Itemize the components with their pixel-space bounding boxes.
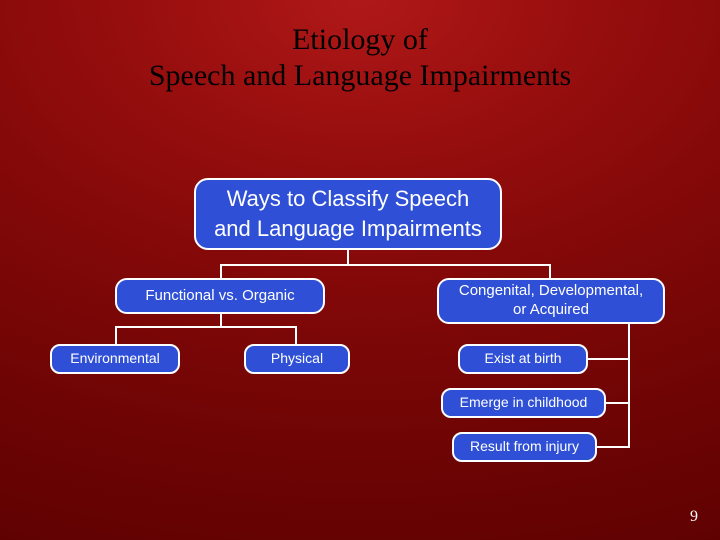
cda-line-1: Congenital, Developmental, xyxy=(459,282,643,299)
connector-line xyxy=(597,446,630,448)
func-org-label: Functional vs. Organic xyxy=(145,287,294,306)
birth-label: Exist at birth xyxy=(484,350,561,368)
connector-line xyxy=(115,326,297,328)
child-label: Emerge in childhood xyxy=(460,394,588,412)
node-functional-organic: Functional vs. Organic xyxy=(115,278,325,314)
node-exist-at-birth: Exist at birth xyxy=(458,344,588,374)
node-root: Ways to Classify Speech and Language Imp… xyxy=(194,178,502,250)
title-line-1: Etiology of xyxy=(292,23,428,56)
slide-title: Etiology of Speech and Language Impairme… xyxy=(0,22,720,94)
root-line-1: Ways to Classify Speech xyxy=(227,186,470,211)
connector-line xyxy=(115,326,117,344)
injury-label: Result from injury xyxy=(470,438,579,456)
connector-line xyxy=(549,264,551,278)
node-congenital-dev-acquired: Congenital, Developmental, or Acquired xyxy=(437,278,665,324)
env-label: Environmental xyxy=(70,350,160,368)
node-physical: Physical xyxy=(244,344,350,374)
page-number: 9 xyxy=(690,508,698,526)
root-line-2: and Language Impairments xyxy=(214,216,482,241)
connector-line xyxy=(628,324,630,448)
connector-line xyxy=(295,326,297,344)
cda-line-2: or Acquired xyxy=(513,301,589,318)
connector-line xyxy=(606,402,630,404)
title-line-2: Speech and Language Impairments xyxy=(149,59,571,92)
connector-line xyxy=(220,264,551,266)
node-result-injury: Result from injury xyxy=(452,432,597,462)
phys-label: Physical xyxy=(271,350,323,368)
node-emerge-childhood: Emerge in childhood xyxy=(441,388,606,418)
connector-line xyxy=(588,358,630,360)
node-environmental: Environmental xyxy=(50,344,180,374)
connector-line xyxy=(220,264,222,278)
